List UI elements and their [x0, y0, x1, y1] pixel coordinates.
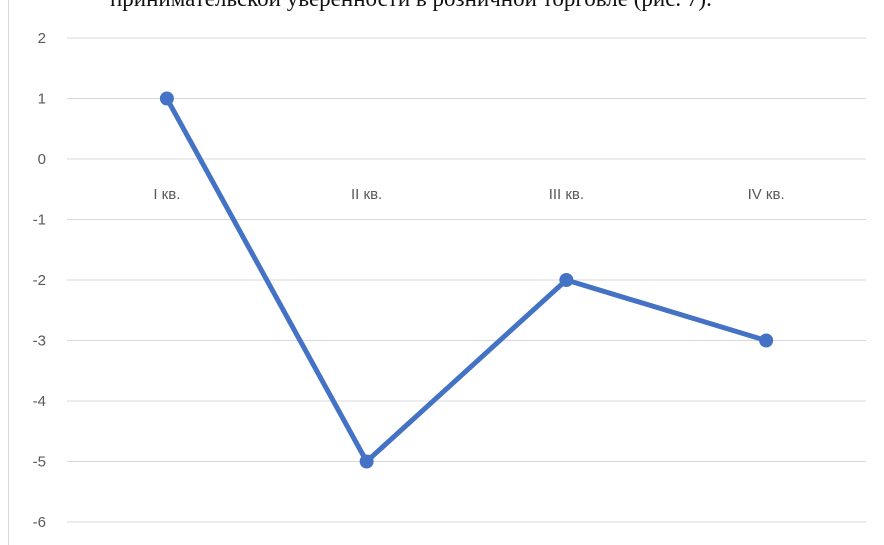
x-category-label: II кв.	[351, 186, 382, 203]
y-tick-label: -4	[33, 393, 46, 410]
x-category-label: IV кв.	[748, 186, 785, 203]
data-point-marker	[159, 91, 174, 106]
data-point-marker	[759, 333, 774, 348]
y-tick-label: -6	[33, 514, 46, 531]
y-tick-label: 2	[38, 30, 46, 47]
y-tick-label: -5	[33, 454, 46, 471]
series-layer	[159, 91, 774, 469]
data-point-marker	[559, 273, 574, 287]
y-tick-label: 1	[38, 91, 46, 108]
y-tick-label: -1	[33, 212, 46, 229]
x-category-label: III кв.	[549, 186, 584, 203]
data-point-marker	[359, 454, 374, 469]
y-tick-label: -3	[33, 333, 46, 350]
y-tick-label: -2	[33, 272, 46, 289]
y-tick-label: 0	[38, 151, 46, 168]
document-text-fragment: принимательской уверенности в розничной …	[110, 0, 884, 22]
category-labels: I кв. II кв. III кв. IV кв.	[153, 186, 784, 203]
gridlines	[67, 37, 866, 523]
chart-frame	[8, 0, 884, 545]
series-line	[164, 96, 769, 464]
y-axis-tick-labels: 2 1 0 -1 -2 -3 -4 -5 -6	[33, 30, 46, 531]
x-category-label: I кв.	[153, 186, 180, 203]
